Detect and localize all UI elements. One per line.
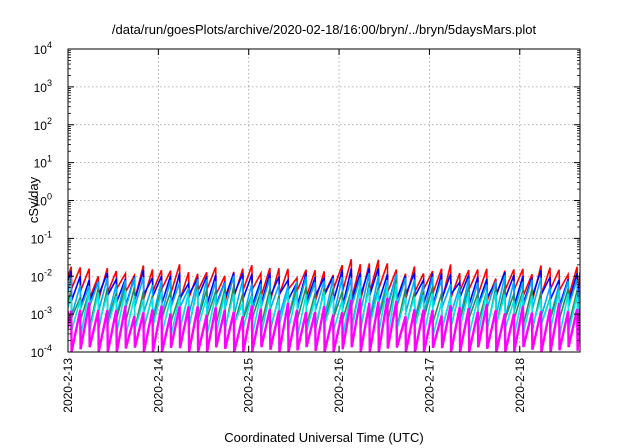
y-tick-label: 104 [34, 40, 52, 57]
series-layer [68, 258, 580, 352]
y-axis-label: cSv/day [26, 176, 41, 223]
x-tick-label: 2020-2-14 [151, 358, 165, 413]
x-tick-label: 2020-2-16 [332, 358, 346, 413]
x-axis-label: Coordinated Universal Time (UTC) [224, 430, 423, 445]
y-tick-label: 103 [34, 78, 52, 95]
y-axis: 10-4 10-3 10-2 10-1 100 101 102 103 104 [31, 40, 580, 360]
y-tick-label: 10-2 [31, 267, 52, 284]
chart-title: /data/run/goesPlots/archive/2020-02-18/1… [112, 22, 537, 37]
series-line [68, 297, 580, 352]
y-tick-label: 100 [34, 192, 52, 209]
y-tick-label: 10-4 [31, 343, 52, 360]
x-tick-label: 2020-2-15 [242, 358, 256, 413]
x-axis: 2020-2-13 2020-2-14 2020-2-15 2020-2-16 2020… [61, 49, 527, 413]
x-tick-label: 2020-2-13 [61, 358, 75, 413]
y-tick-label: 102 [34, 116, 52, 133]
y-tick-label: 101 [34, 154, 52, 171]
x-tick-label: 2020-2-17 [422, 358, 436, 413]
y-tick-label: 10-1 [31, 229, 52, 246]
y-tick-label: 10-3 [31, 305, 52, 322]
x-tick-label: 2020-2-18 [513, 358, 527, 413]
